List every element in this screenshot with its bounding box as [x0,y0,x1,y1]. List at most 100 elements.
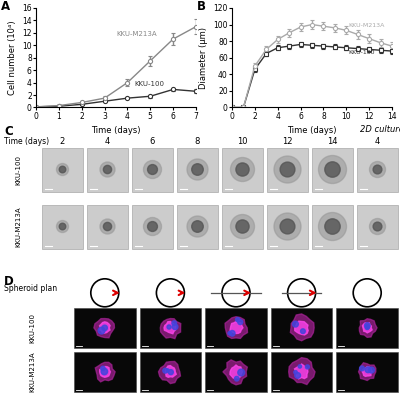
Circle shape [102,325,108,331]
Polygon shape [358,363,376,380]
Polygon shape [100,322,110,333]
Text: KKU-100: KKU-100 [30,313,35,343]
Text: A: A [1,0,10,13]
Circle shape [148,164,158,174]
Circle shape [101,366,105,371]
Bar [140,352,201,392]
Bar [271,352,332,392]
Text: KKU-M213A: KKU-M213A [30,351,35,392]
Bar [87,205,128,248]
X-axis label: Time (days): Time (days) [287,126,337,135]
Text: 8: 8 [195,137,200,146]
Circle shape [365,367,371,373]
Circle shape [230,330,235,336]
Circle shape [98,327,105,334]
Polygon shape [230,365,242,378]
Circle shape [234,377,239,381]
Polygon shape [223,360,247,385]
Circle shape [370,219,386,234]
Bar [132,205,173,248]
Bar [74,352,136,392]
Text: C: C [4,125,13,138]
Circle shape [59,223,66,230]
Circle shape [172,321,176,326]
Circle shape [172,324,178,330]
Circle shape [166,369,169,372]
Circle shape [370,162,386,178]
Circle shape [56,164,68,176]
Y-axis label: Diameter (μm): Diameter (μm) [199,27,208,89]
Text: D: D [4,275,14,288]
Bar [140,308,201,348]
Polygon shape [289,358,315,384]
Circle shape [148,222,158,232]
Polygon shape [362,323,372,333]
Circle shape [230,158,254,181]
Circle shape [100,219,115,234]
Circle shape [103,222,112,230]
Text: KKU-100: KKU-100 [348,51,375,55]
Circle shape [298,365,302,368]
Circle shape [230,215,254,238]
Circle shape [167,325,171,329]
Circle shape [373,222,382,231]
Y-axis label: Cell number (10⁴): Cell number (10⁴) [8,20,17,95]
Bar [312,205,353,248]
Text: 2D culture: 2D culture [360,125,400,133]
Text: Time (days): Time (days) [4,137,49,146]
Polygon shape [294,364,308,379]
Circle shape [168,370,173,375]
Text: KKU-M213A: KKU-M213A [116,31,157,37]
Circle shape [274,213,301,240]
Circle shape [56,220,68,232]
Bar [42,205,83,248]
Bar [336,352,398,392]
Circle shape [100,162,115,177]
Polygon shape [362,367,372,377]
Text: KKU-100: KKU-100 [134,81,164,87]
Circle shape [360,366,364,371]
Bar [312,148,353,191]
Text: 12: 12 [282,137,293,146]
Circle shape [101,368,108,375]
Circle shape [274,156,301,183]
Circle shape [192,164,203,175]
Polygon shape [165,366,176,377]
Circle shape [238,320,243,325]
Circle shape [288,279,316,307]
Circle shape [368,367,374,373]
Circle shape [325,162,340,177]
Circle shape [280,219,295,234]
Circle shape [365,326,369,330]
Polygon shape [225,317,248,338]
Bar [177,205,218,248]
X-axis label: Time (days): Time (days) [91,126,141,135]
Bar [267,148,308,191]
Bar [177,148,218,191]
Circle shape [222,279,250,307]
Bar [222,205,263,248]
Text: 10: 10 [237,137,248,146]
Text: 4: 4 [105,137,110,146]
Polygon shape [164,322,176,334]
Circle shape [144,160,162,179]
Circle shape [236,220,249,233]
Circle shape [59,166,66,173]
Circle shape [318,156,346,183]
Circle shape [295,373,300,378]
Text: KKU-M213A: KKU-M213A [15,206,21,247]
Circle shape [300,329,305,334]
Bar [205,308,267,348]
Text: Spheroid plan: Spheroid plan [4,284,57,293]
Bar [132,148,173,191]
Circle shape [325,219,340,234]
Bar [267,205,308,248]
Circle shape [318,213,346,240]
Bar [87,148,128,191]
Polygon shape [290,314,314,341]
Polygon shape [158,361,180,384]
Circle shape [236,318,240,322]
Bar [42,148,83,191]
Polygon shape [230,322,243,334]
Text: KKU-100: KKU-100 [15,154,21,185]
